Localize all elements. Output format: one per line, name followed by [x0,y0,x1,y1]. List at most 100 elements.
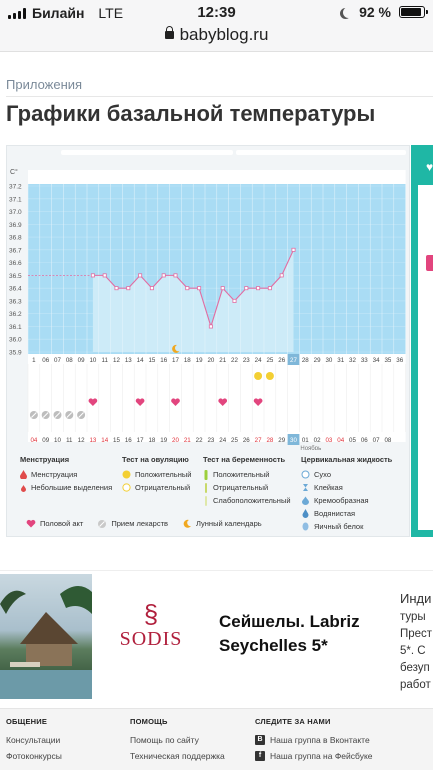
cycle-day-label: 13 [125,357,132,364]
footer-link[interactable]: Помощь по сайту [130,735,199,745]
cycle-day-label: 23 [243,357,250,364]
vk-icon: В [255,735,265,745]
date-label: 05 [349,437,356,444]
ad-photo-image [0,585,92,699]
temperature-point [220,286,225,291]
cycle-day-label: 11 [101,357,108,364]
chart-tab[interactable] [61,150,233,155]
test-strip-icon [204,469,208,480]
ad-side-line: работ [400,679,431,691]
footer-link[interactable]: Техническая поддержка [130,751,225,761]
cycle-day-label: 27 [290,357,297,364]
date-label: 16 [125,437,132,444]
network-type: LTE [98,5,124,21]
ad-side-line: Прест [400,628,433,640]
address-domain: babyblog.ru [179,25,269,44]
y-tick-label: 36.9 [9,222,22,229]
date-label: 26 [243,437,250,444]
footer-link-facebook[interactable]: f Наша группа на Фейсбуке [255,751,373,761]
legend-item: Водянистая [301,507,392,520]
legend-item: Отрицательный [203,481,291,494]
date-label: 14 [101,437,108,444]
legend-title: Тест на беременность [203,455,286,464]
test-strip-icon [205,482,207,493]
temperature-point [197,286,202,291]
y-tick-label: 36.7 [9,247,22,254]
temperature-point [173,273,178,278]
ad-logo[interactable]: § SODIS [108,600,194,651]
footer-link[interactable]: Консультации [6,735,61,745]
date-label: 13 [89,437,96,444]
cycle-day-label: 29 [314,357,321,364]
ad-side-line: Инди [400,591,432,606]
legend-item: Кремообразная [301,494,392,507]
drop-icon [20,470,27,479]
chart-tab[interactable] [236,150,406,155]
temperature-point [244,286,249,291]
footer-link[interactable]: Фотоконкурсы [6,751,62,761]
y-tick-label: 36.1 [9,324,22,331]
cycle-day-label: 16 [160,357,167,364]
legend-item: Прием лекарств [97,517,168,530]
circle-filled-icon [122,470,131,479]
y-tick-label: 36.5 [9,273,22,280]
cycle-day-label: 14 [137,357,144,364]
cycle-day-label: 18 [184,357,191,364]
footer: ОБЩЕНИЕ Консультации Фотоконкурсы ПОМОЩЬ… [0,708,433,770]
date-label: 09 [42,437,49,444]
legend-cervical-fluid: Цервикальная жидкость Сухо Клейкая Кремо… [301,455,392,533]
current-date-highlight [287,434,300,445]
legend-item: Отрицательный [122,481,191,494]
heart-icon [171,398,180,406]
pill-stripe [31,412,37,418]
carrier-name: Билайн [32,5,85,21]
cycle-day-label: 07 [54,357,61,364]
cycle-day-label: 30 [325,357,332,364]
date-label: 27 [255,437,262,444]
temperature-point [102,273,107,278]
cycle-day-label: 25 [266,357,273,364]
date-label: 02 [314,437,321,444]
ad-photo[interactable] [0,574,92,699]
breadcrumb[interactable]: Приложения [6,77,83,92]
date-label: 15 [113,437,120,444]
ad-side-line: 5*. С [400,645,426,657]
temperature-point [232,298,237,303]
legend-item: Менструация [20,468,112,481]
temperature-point [90,273,95,278]
cycle-day-label: 1 [32,357,36,364]
temperature-point [279,273,284,278]
y-tick-label: 35.9 [9,350,22,357]
cycle-day-label: 31 [337,357,344,364]
cycle-day-label: 24 [255,357,262,364]
legend-bottom: Половой акт Прием лекарств Лунный календ… [26,517,262,530]
temperature-point [161,273,166,278]
temperature-point [114,286,119,291]
ad-title[interactable]: Сейшелы. Labriz Seychelles 5* [219,612,360,655]
date-label: 30 [290,437,297,444]
legend-title: Тест на овуляцию [122,455,189,464]
footer-link-vk[interactable]: В Наша группа в Вконтакте [255,735,373,745]
address-bar[interactable]: babyblog.ru [0,22,433,52]
ad-brand: SODIS [119,628,183,650]
y-tick-label: 37.0 [9,209,22,216]
date-label: 11 [66,437,73,444]
y-tick-label: 36.6 [9,260,22,267]
small-drop-icon [21,485,26,492]
cycle-day-label: 19 [196,357,203,364]
temperature-point [138,273,143,278]
pill-stripe [42,412,49,418]
date-label: 10 [54,437,61,444]
circle-outline-icon [301,470,310,479]
legend-item: Слабоположительный [203,494,291,507]
cycle-day-label: 22 [231,357,238,364]
y-tick-label: 36.8 [9,235,22,242]
status-left: Билайн LTE [8,5,123,21]
side-panel-button[interactable] [426,255,433,271]
date-label: 04 [30,437,37,444]
ad-banner[interactable] [0,570,433,700]
temperature-point [256,286,261,291]
date-label: 01 [302,437,309,444]
date-label: 07 [373,437,380,444]
pill-stripe [78,412,84,418]
